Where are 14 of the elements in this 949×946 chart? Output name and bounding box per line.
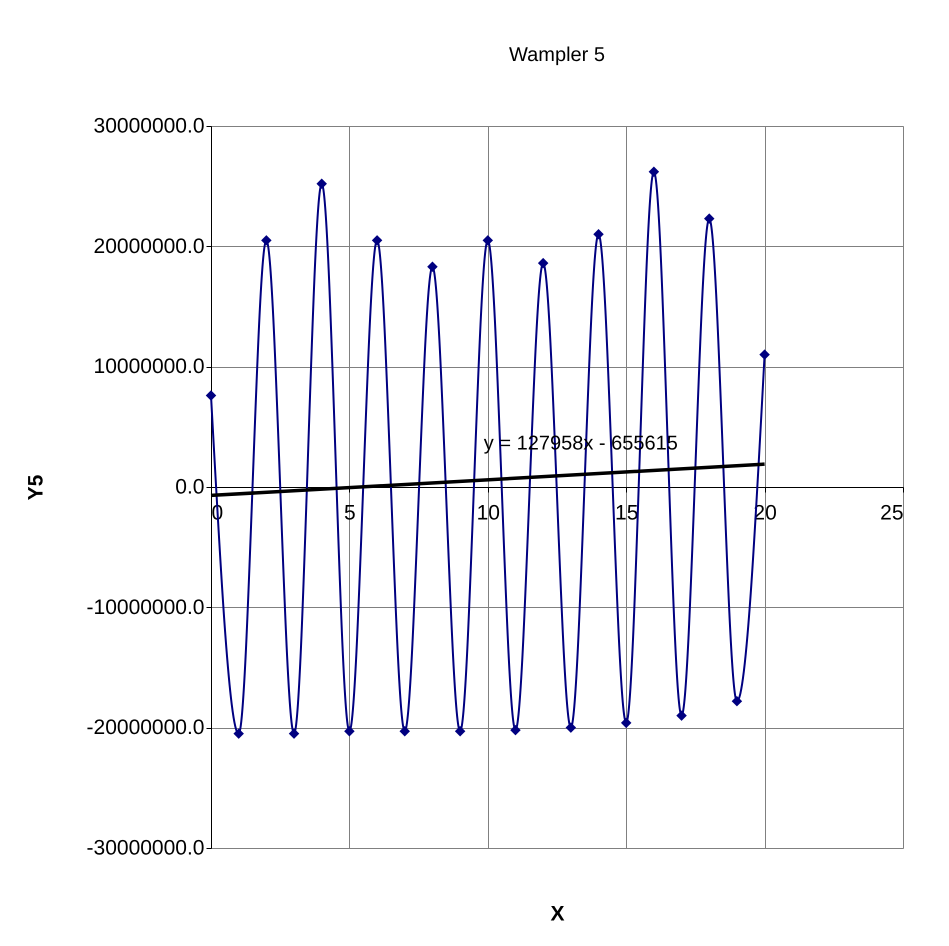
x-axis-title: X — [550, 902, 565, 926]
y-tick-label: 0.0 — [175, 476, 204, 498]
x-tick-label: 5 — [344, 502, 356, 524]
chart-title: Wampler 5 — [509, 44, 605, 66]
y-tick-label: -30000000.0 — [86, 836, 204, 860]
y-tick-label: -20000000.0 — [86, 716, 204, 740]
x-tick-label: 10 — [476, 502, 500, 524]
y-tick-label: 20000000.0 — [94, 234, 204, 258]
y-tick-label: -10000000.0 — [86, 596, 204, 619]
y-tick-label: 30000000.0 — [94, 114, 204, 138]
x-tick-label: 15 — [615, 502, 638, 524]
y-tick-label: 10000000.0 — [94, 355, 204, 378]
x-tick-label: 25 — [880, 502, 904, 524]
y-axis-title: Y5 — [24, 474, 48, 500]
